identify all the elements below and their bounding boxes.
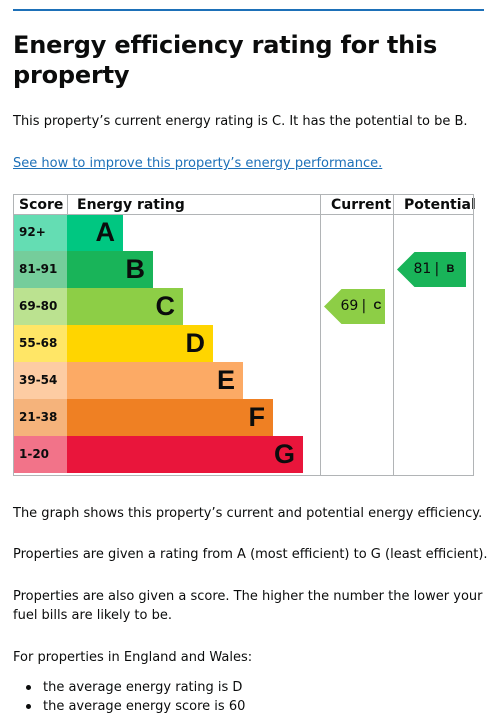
rating-band-c: C [67,288,183,325]
grid-bottom [13,475,474,476]
rating-band-f: F [67,399,273,436]
rating-band-b: B [67,251,153,288]
average-list: the average energy rating is D the avera… [13,678,245,716]
average-score-item: the average energy score is 60 [13,697,245,716]
current-letter: C [373,300,382,312]
header-score: Score [19,197,64,213]
score-range-e: 39-54 [13,362,67,399]
score-range-a: 92+ [13,214,67,251]
band-letter-g: G [273,439,295,469]
rating-band-d: D [67,325,213,362]
band-letter-b: B [125,254,146,284]
top-rule [13,9,484,11]
region-description: For properties in England and Wales: [13,650,253,665]
band-letter-f: F [248,402,266,432]
intro-text: This property’s current energy rating is… [13,114,468,129]
rating-band-a: A [67,214,123,251]
current-rating-flag: 69 | C [324,289,385,324]
grid-left [13,194,14,476]
potential-separator: | [434,261,440,277]
potential-flag-shape [397,252,466,287]
rating-band-g: G [67,436,303,473]
grid-col-current [393,194,394,476]
rating-description: Properties are given a rating from A (mo… [13,547,488,562]
score-range-c: 69-80 [13,288,67,325]
current-separator: | [361,298,367,314]
header-current: Current [331,197,392,213]
graph-description: The graph shows this property’s current … [13,506,483,521]
header-potential: Potential [404,197,476,213]
page-title: Energy efficiency rating for this proper… [13,31,438,89]
score-range-b: 81-91 [13,251,67,288]
grid-col-score [67,194,68,214]
potential-letter: B [446,263,455,275]
score-description: Properties are also given a score. The h… [13,589,483,623]
potential-rating-flag: 81 | B [397,252,466,287]
grid-top [13,194,474,195]
grid-col-rating [320,194,321,476]
band-letter-e: E [216,365,235,395]
current-flag-shape [324,289,385,324]
grid-header-bottom [13,214,474,215]
score-range-g: 1-20 [13,436,67,473]
header-energy-rating: Energy rating [77,197,185,213]
band-letter-c: C [155,291,176,321]
potential-score: 81 [413,261,432,277]
grid-right [473,194,474,476]
rating-band-e: E [67,362,243,399]
average-rating-item: the average energy rating is D [13,678,245,697]
score-range-f: 21-38 [13,399,67,436]
score-range-d: 55-68 [13,325,67,362]
current-score: 69 [340,298,359,314]
improve-performance-link[interactable]: See how to improve this property’s energ… [13,156,383,171]
energy-rating-chart: Score Energy rating Current Potential 92… [13,194,476,476]
band-letter-a: A [95,217,116,247]
band-letter-d: D [185,328,206,358]
